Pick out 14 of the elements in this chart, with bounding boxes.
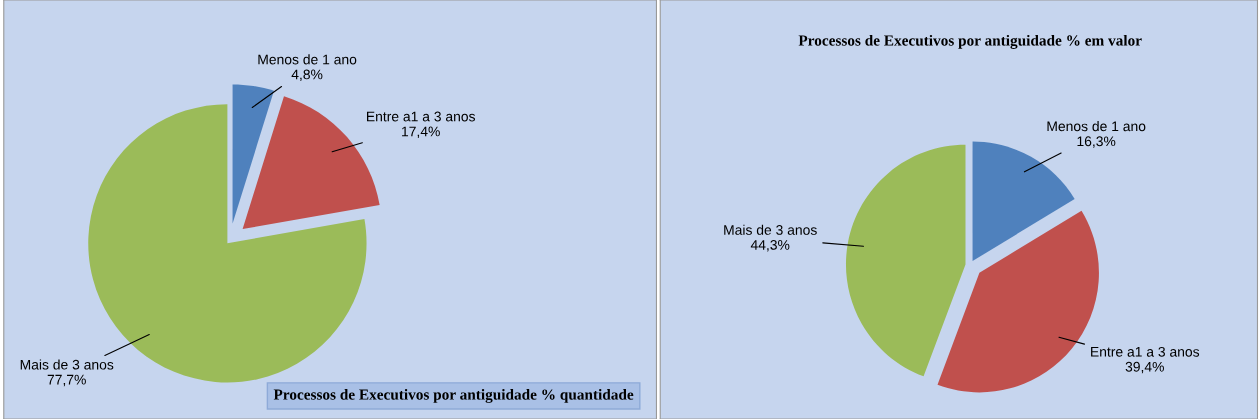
slice-label: Entre a1 a 3 anos [367,111,476,122]
slice-label: Mais de 3 anos [20,359,114,370]
text: Processos de Executivos por antiguidade % quantidade [273,388,634,403]
slice-label: Menos de 1 ano [258,54,357,65]
data-label: 39,4% [1125,361,1164,374]
data-label: 17,4% [402,126,440,139]
slice-label: Menos de 1 ano [1047,121,1146,132]
slice-label: Mais de 3 anos [724,224,817,235]
chart-title: Processos de Executivos por antiguidade % em valor [798,34,1142,49]
data-label: 16,3% [1077,136,1116,148]
data-label: 77,7% [47,374,86,387]
data-label: 4,8% [291,69,323,81]
slice-label: Entre a1 a 3 anos [1091,346,1200,357]
data-label: 44,3% [750,239,790,252]
